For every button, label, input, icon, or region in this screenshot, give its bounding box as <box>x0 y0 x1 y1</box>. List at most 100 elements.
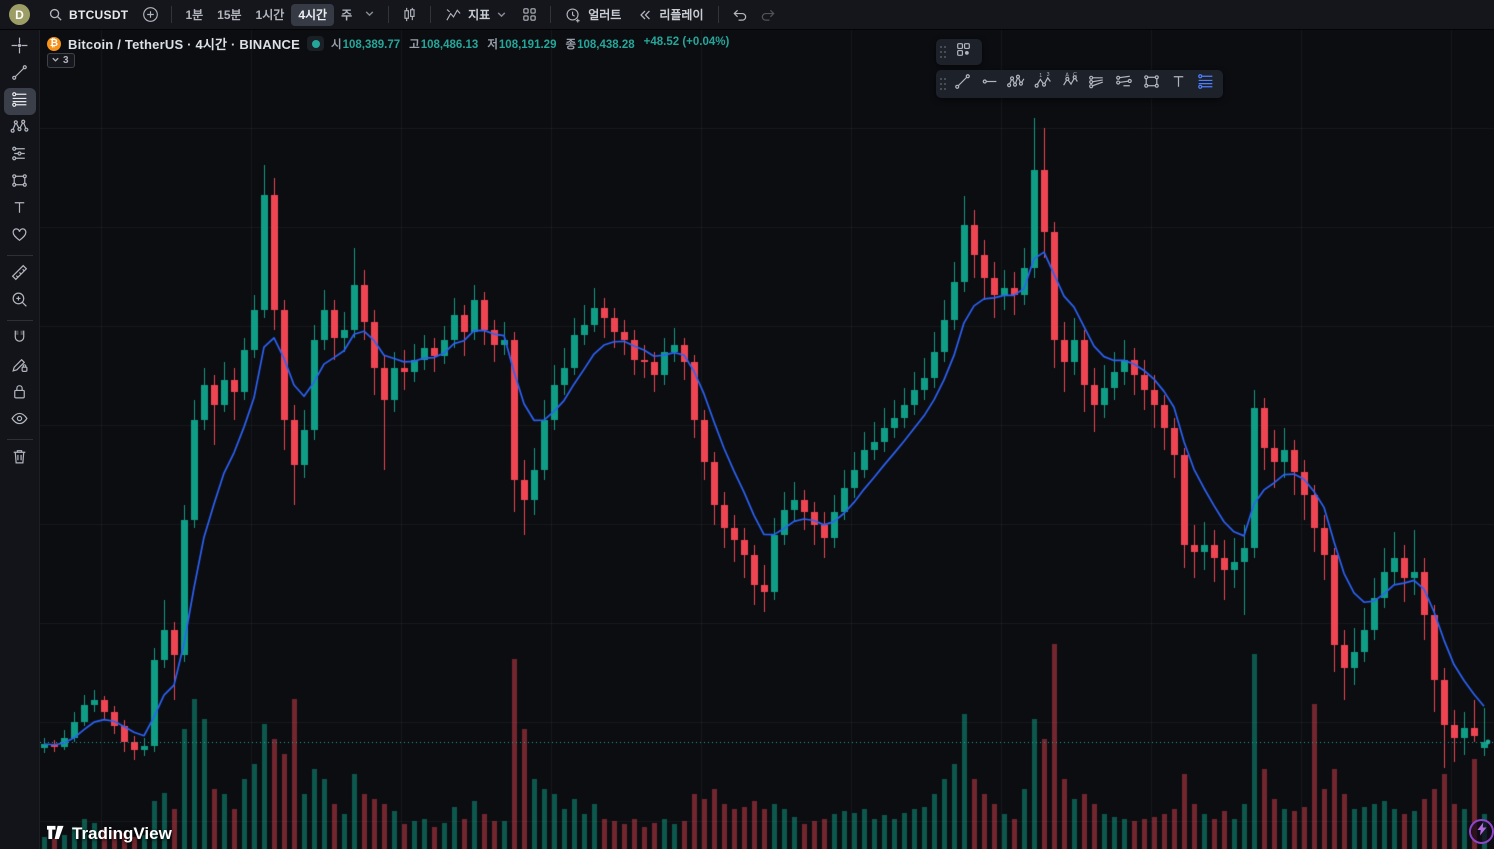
bitcoin-logo-icon: ₿ <box>47 36 61 51</box>
tool-lock-drawings[interactable] <box>4 380 36 407</box>
interval-button-1시간[interactable]: 1시간 <box>255 8 285 22</box>
lightning-icon <box>1476 822 1488 841</box>
interval-menu-button[interactable] <box>359 4 382 26</box>
change-value: +48.52 (+0.04%) <box>643 35 730 48</box>
user-avatar[interactable]: D <box>9 4 30 25</box>
toolbar-separator <box>6 439 33 440</box>
float-tool-layout-grid[interactable] <box>950 40 976 64</box>
grid-layout-icon <box>521 6 538 23</box>
tool-zoom-in[interactable] <box>4 288 36 315</box>
magnet-icon <box>10 328 29 352</box>
tool-fib-retracement[interactable] <box>3 88 36 115</box>
float-tool-rectangle[interactable] <box>1138 72 1164 96</box>
elliott-wave-icon <box>1006 72 1026 96</box>
float-tool-fib-channel[interactable] <box>1111 72 1137 96</box>
tool-hide-drawings[interactable] <box>4 407 36 434</box>
drag-handle[interactable] <box>938 43 948 61</box>
float-tool-text[interactable] <box>1165 72 1191 96</box>
forecast-icon <box>10 144 29 168</box>
legend-symbol-title[interactable]: Bitcoin / TetherUS · 4시간 · BINANCE <box>68 37 300 52</box>
tool-text[interactable] <box>4 196 36 223</box>
speed-fan-icon <box>1088 72 1107 96</box>
tool-remove-drawings[interactable] <box>4 445 36 472</box>
rectangle-icon <box>10 171 29 195</box>
interval-button-1분[interactable]: 1분 <box>185 8 204 22</box>
float-tool-trend-line[interactable] <box>949 72 975 96</box>
open-value: 108,389.77 <box>342 38 401 51</box>
redo-button[interactable] <box>754 2 783 28</box>
tool-xabcd-pattern[interactable] <box>4 115 36 142</box>
interval-button-4시간[interactable]: 4시간 <box>291 3 335 26</box>
rectangle-icon <box>1142 72 1161 96</box>
indicators-label: 지표 <box>468 8 491 22</box>
emoji-icon <box>10 225 29 249</box>
add-symbol-button[interactable] <box>136 2 165 28</box>
float-tool-horizontal-ray[interactable] <box>976 72 1002 96</box>
symbol-search-text: BTCUSDT <box>69 7 129 22</box>
quick-action-button[interactable] <box>1469 819 1494 844</box>
drawing-mode-icon <box>10 355 29 379</box>
close-value: 108,438.28 <box>577 38 635 51</box>
price-chart-canvas[interactable] <box>40 30 1494 849</box>
chevron-down-icon <box>496 9 507 20</box>
tool-drawing-mode[interactable] <box>4 353 36 380</box>
toolbar-divider <box>388 6 390 23</box>
tool-emoji[interactable] <box>4 223 36 250</box>
chart-legend: ₿ Bitcoin / TetherUS · 4시간 · BINANCE 시10… <box>47 34 729 53</box>
drag-handle[interactable] <box>938 75 948 93</box>
trend-line-icon <box>953 72 972 96</box>
float-tool-fib-retracement[interactable] <box>1192 72 1218 96</box>
fib-retracement-icon <box>10 90 29 114</box>
tool-magnet[interactable] <box>4 326 36 353</box>
high-value: 108,486.13 <box>420 38 479 51</box>
svg-text:C: C <box>1073 72 1077 78</box>
float-tool-elliott-wave[interactable] <box>1003 72 1029 96</box>
tool-ruler[interactable] <box>4 261 36 288</box>
replay-icon <box>637 7 653 23</box>
interval-button-15분[interactable]: 15분 <box>217 8 242 22</box>
tool-crosshair[interactable] <box>4 34 36 61</box>
object-count: 3 <box>63 55 69 66</box>
layout-grid-icon <box>954 40 973 64</box>
low-value: 108,191.29 <box>498 38 557 51</box>
svg-text:A: A <box>1065 72 1069 78</box>
indicators-button[interactable]: 지표 <box>437 2 515 28</box>
undo-button[interactable] <box>725 2 754 28</box>
trend-line-icon <box>10 63 29 87</box>
horizontal-ray-icon <box>980 72 999 96</box>
object-tree-toggle[interactable]: 3 <box>47 53 75 68</box>
text-icon <box>1169 72 1188 96</box>
market-open-dot-icon <box>311 39 320 48</box>
svg-text:3: 3 <box>1046 72 1049 78</box>
zoom-in-icon <box>10 290 29 314</box>
tool-trend-line[interactable] <box>4 61 36 88</box>
market-status-button[interactable] <box>307 36 324 51</box>
replay-button[interactable]: 리플레이 <box>629 2 711 28</box>
toolbar-divider <box>717 6 719 23</box>
interval-buttons: 1분 15분 1시간 4시간 주 <box>178 3 359 26</box>
remove-drawings-icon <box>10 447 29 471</box>
tool-rectangle[interactable] <box>4 169 36 196</box>
ruler-icon <box>10 263 29 287</box>
alert-clock-icon <box>565 6 582 23</box>
alert-button[interactable]: 얼러트 <box>557 2 629 28</box>
symbol-search-button[interactable]: BTCUSDT <box>40 2 136 28</box>
svg-text:1: 1 <box>1039 73 1042 79</box>
float-tool-speed-fan[interactable] <box>1084 72 1110 96</box>
layout-templates-button[interactable] <box>515 2 544 28</box>
tool-forecast[interactable] <box>4 142 36 169</box>
left-drawing-toolbar <box>0 30 40 849</box>
chart-style-button[interactable] <box>395 2 424 28</box>
search-icon <box>48 7 63 22</box>
toolbar-divider <box>430 6 432 23</box>
plus-circle-icon <box>142 6 159 23</box>
top-toolbar: D BTCUSDT 1분 15분 1시간 4시간 주 <box>0 0 1494 30</box>
interval-button-주[interactable]: 주 <box>341 8 353 22</box>
chevron-down-icon <box>51 55 60 67</box>
